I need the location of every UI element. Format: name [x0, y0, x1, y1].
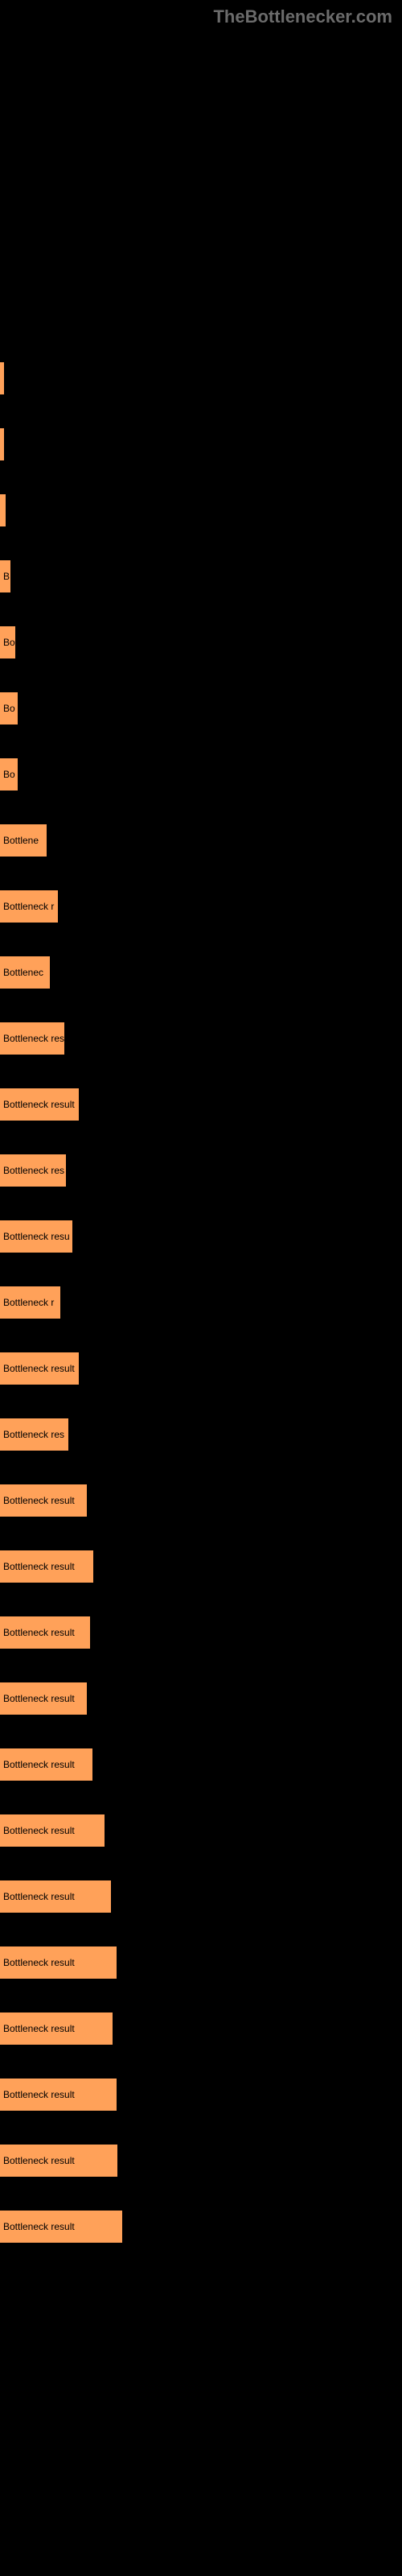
bar-row: Bottleneck result: [0, 2211, 402, 2243]
bar-label: Bottleneck r: [3, 1297, 54, 1308]
bar-row: [0, 428, 402, 460]
bar-row: Bottleneck result: [0, 1484, 402, 1517]
chart-bar: [0, 494, 6, 526]
chart-bar: Bottleneck res: [0, 1418, 68, 1451]
chart-bar: Bottleneck r: [0, 890, 58, 923]
bar-label: Bo: [3, 703, 15, 714]
bar-label: Bottleneck result: [3, 1825, 75, 1836]
bar-label: B: [3, 571, 10, 582]
bar-row: [0, 494, 402, 526]
bar-label: Bottleneck result: [3, 1099, 75, 1110]
bar-row: Bottleneck result: [0, 1088, 402, 1121]
chart-bar: Bottleneck result: [0, 2013, 113, 2045]
bar-label: Bottleneck result: [3, 1957, 75, 1968]
chart-bar: [0, 428, 4, 460]
chart-bar: Bottleneck result: [0, 1616, 90, 1649]
chart-bar: Bottleneck resu: [0, 1220, 72, 1253]
bar-row: Bottleneck res: [0, 1154, 402, 1187]
chart-bar: Bottleneck res: [0, 1022, 64, 1055]
chart-bar: Bottleneck result: [0, 1484, 87, 1517]
bar-row: Bottleneck result: [0, 1616, 402, 1649]
chart-bar: Bottleneck result: [0, 1088, 79, 1121]
bar-row: Bottleneck res: [0, 1418, 402, 1451]
bar-label: Bottleneck res: [3, 1165, 64, 1176]
bar-label: Bottleneck result: [3, 1759, 75, 1770]
bar-row: Bottleneck result: [0, 1550, 402, 1583]
bar-label: Bottleneck result: [3, 1627, 75, 1638]
bar-row: Bo: [0, 758, 402, 791]
bar-label: Bottleneck result: [3, 1363, 75, 1374]
bar-label: Bottleneck result: [3, 2221, 75, 2232]
bar-row: Bottleneck result: [0, 1352, 402, 1385]
bar-row: Bottleneck result: [0, 1682, 402, 1715]
bar-label: Bottleneck resu: [3, 1231, 70, 1242]
chart-bar: Bottleneck result: [0, 2211, 122, 2243]
bar-row: Bo: [0, 692, 402, 724]
chart-bar: Bottleneck res: [0, 1154, 66, 1187]
bar-label: Bottleneck result: [3, 2155, 75, 2166]
chart-bar: Bo: [0, 626, 15, 658]
chart-bar: Bottleneck result: [0, 1682, 87, 1715]
bar-label: Bo: [3, 769, 15, 780]
bar-chart: B Bo Bo Bo Bottlene Bottleneck r Bottlenec Bott…: [0, 0, 402, 2309]
chart-bar: Bottleneck result: [0, 1352, 79, 1385]
chart-bar: Bo: [0, 692, 18, 724]
bar-label: Bottleneck res: [3, 1033, 64, 1044]
chart-bar: Bottleneck result: [0, 1880, 111, 1913]
bar-row: Bottlenec: [0, 956, 402, 989]
bar-label: Bottlenec: [3, 967, 43, 978]
chart-bar: Bottlene: [0, 824, 47, 857]
bar-label: Bottleneck result: [3, 2023, 75, 2034]
chart-bar: Bottleneck result: [0, 2079, 117, 2111]
chart-bar: Bottleneck result: [0, 2145, 117, 2177]
bar-row: Bottleneck resu: [0, 1220, 402, 1253]
bar-row: Bottleneck result: [0, 2079, 402, 2111]
chart-bar: Bottleneck result: [0, 1814, 105, 1847]
chart-bar: Bottlenec: [0, 956, 50, 989]
chart-bar: Bottleneck result: [0, 1946, 117, 1979]
bar-row: Bo: [0, 626, 402, 658]
chart-bar: B: [0, 560, 10, 592]
bar-label: Bottleneck res: [3, 1429, 64, 1440]
bar-row: Bottleneck r: [0, 890, 402, 923]
chart-bar: Bottleneck result: [0, 1550, 93, 1583]
bar-row: Bottlene: [0, 824, 402, 857]
chart-bar: [0, 362, 4, 394]
bar-label: Bottlene: [3, 835, 39, 846]
bar-row: Bottleneck r: [0, 1286, 402, 1319]
bar-row: Bottleneck result: [0, 1946, 402, 1979]
bar-label: Bottleneck result: [3, 1693, 75, 1704]
bar-row: [0, 362, 402, 394]
bar-row: Bottleneck result: [0, 1748, 402, 1781]
chart-bar: Bo: [0, 758, 18, 791]
bar-label: Bottleneck result: [3, 1891, 75, 1902]
chart-bar: Bottleneck r: [0, 1286, 60, 1319]
bar-row: Bottleneck result: [0, 2013, 402, 2045]
bar-label: Bottleneck result: [3, 2089, 75, 2100]
watermark-text: TheBottlenecker.com: [213, 6, 392, 27]
bar-row: Bottleneck res: [0, 1022, 402, 1055]
bar-row: Bottleneck result: [0, 1814, 402, 1847]
bar-label: Bottleneck r: [3, 901, 54, 912]
bar-row: Bottleneck result: [0, 2145, 402, 2177]
bar-row: Bottleneck result: [0, 1880, 402, 1913]
bar-label: Bo: [3, 637, 15, 648]
bar-label: Bottleneck result: [3, 1561, 75, 1572]
bar-label: Bottleneck result: [3, 1495, 75, 1506]
chart-bar: Bottleneck result: [0, 1748, 92, 1781]
bar-row: B: [0, 560, 402, 592]
